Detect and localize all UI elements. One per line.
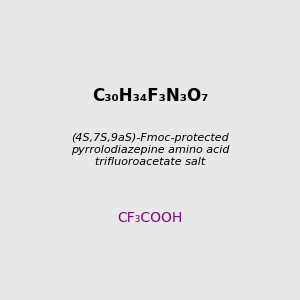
Text: (4S,7S,9aS)-Fmoc-protected
pyrrolodiazepine amino acid
trifluoroacetate salt: (4S,7S,9aS)-Fmoc-protected pyrrolodiazep… [71,134,229,166]
Text: C₃₀H₃₄F₃N₃O₇: C₃₀H₃₄F₃N₃O₇ [92,87,208,105]
Text: CF₃COOH: CF₃COOH [117,211,183,224]
